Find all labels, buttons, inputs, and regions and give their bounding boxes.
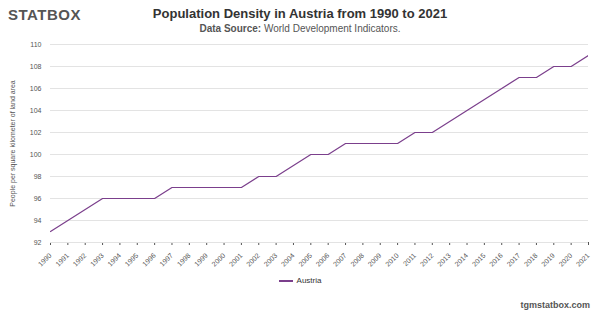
svg-text:1994: 1994 xyxy=(106,252,122,268)
svg-text:104: 104 xyxy=(30,107,42,114)
svg-text:100: 100 xyxy=(30,151,42,158)
svg-text:1995: 1995 xyxy=(124,252,140,268)
svg-text:108: 108 xyxy=(30,63,42,70)
svg-text:2020: 2020 xyxy=(557,252,573,268)
svg-text:People per square kilometer of: People per square kilometer of land area xyxy=(9,80,17,207)
svg-text:92: 92 xyxy=(34,239,42,246)
svg-text:2014: 2014 xyxy=(453,252,469,268)
svg-text:1999: 1999 xyxy=(193,252,209,268)
html-text:Population Density in Austria: Population Density in Austria from 1990 … xyxy=(152,6,448,21)
svg-text:102: 102 xyxy=(30,129,42,136)
svg-text:2016: 2016 xyxy=(488,252,504,268)
svg-text:2010: 2010 xyxy=(384,252,400,268)
svg-text:2003: 2003 xyxy=(262,252,278,268)
html-text:tgmstatbox.com: tgmstatbox.com xyxy=(520,300,590,310)
svg-text:1990: 1990 xyxy=(37,252,53,268)
svg-text:2008: 2008 xyxy=(349,252,365,268)
svg-text:1992: 1992 xyxy=(72,252,88,268)
svg-text:2002: 2002 xyxy=(245,252,261,268)
svg-text:2018: 2018 xyxy=(523,252,539,268)
svg-text:2009: 2009 xyxy=(367,252,383,268)
svg-text:2012: 2012 xyxy=(419,252,435,268)
svg-text:2000: 2000 xyxy=(210,252,226,268)
svg-text:2011: 2011 xyxy=(402,252,418,268)
html-text:Austria: Austria xyxy=(296,276,322,285)
svg-text:2004: 2004 xyxy=(280,252,296,268)
html-text:STATBOX: STATBOX xyxy=(8,6,81,23)
svg-text:1993: 1993 xyxy=(89,252,105,268)
svg-text:1997: 1997 xyxy=(158,252,174,268)
svg-text:1998: 1998 xyxy=(176,252,192,268)
svg-text:2001: 2001 xyxy=(228,252,244,268)
html-text:Data Source: World Development: Data Source: World Development Indicator… xyxy=(199,23,401,34)
svg-text:2019: 2019 xyxy=(540,252,556,268)
svg-text:106: 106 xyxy=(30,85,42,92)
svg-text:2015: 2015 xyxy=(471,252,487,268)
svg-text:94: 94 xyxy=(34,217,42,224)
svg-text:2013: 2013 xyxy=(436,252,452,268)
svg-text:1991: 1991 xyxy=(54,252,70,268)
svg-text:2017: 2017 xyxy=(505,252,521,268)
svg-text:110: 110 xyxy=(30,41,41,48)
svg-text:1996: 1996 xyxy=(141,252,157,268)
svg-text:98: 98 xyxy=(34,173,42,180)
svg-text:2005: 2005 xyxy=(297,252,313,268)
svg-text:2006: 2006 xyxy=(315,252,331,268)
svg-text:2007: 2007 xyxy=(332,252,348,268)
svg-text:2021: 2021 xyxy=(575,252,591,268)
svg-text:96: 96 xyxy=(34,195,42,202)
